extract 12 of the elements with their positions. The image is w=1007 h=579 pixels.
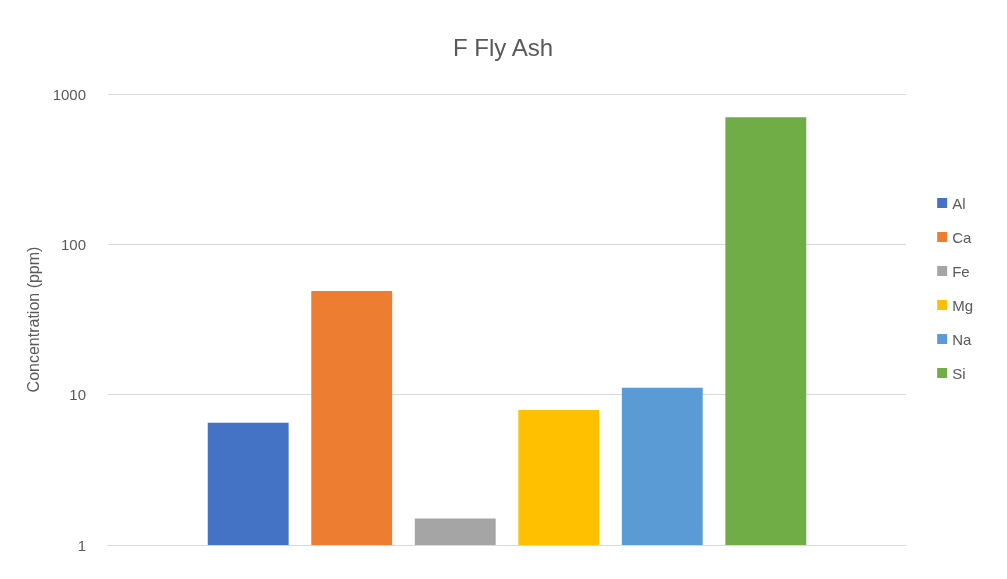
y-tick-label: 10 [69, 386, 86, 404]
legend-label: Ca [952, 228, 972, 246]
y-axis-title: Concentration (ppm) [25, 246, 43, 393]
y-tick-label: 1 [77, 536, 86, 554]
legend-label: Al [952, 194, 966, 212]
legend-label: Si [952, 364, 966, 382]
legend-label: Fe [952, 262, 970, 280]
legend-label: Na [952, 330, 972, 348]
y-tick-label: 100 [60, 235, 86, 253]
legend-label: Mg [952, 296, 974, 314]
y-tick-label: 1000 [52, 85, 86, 103]
chart-title: F Fly Ash [452, 33, 554, 61]
